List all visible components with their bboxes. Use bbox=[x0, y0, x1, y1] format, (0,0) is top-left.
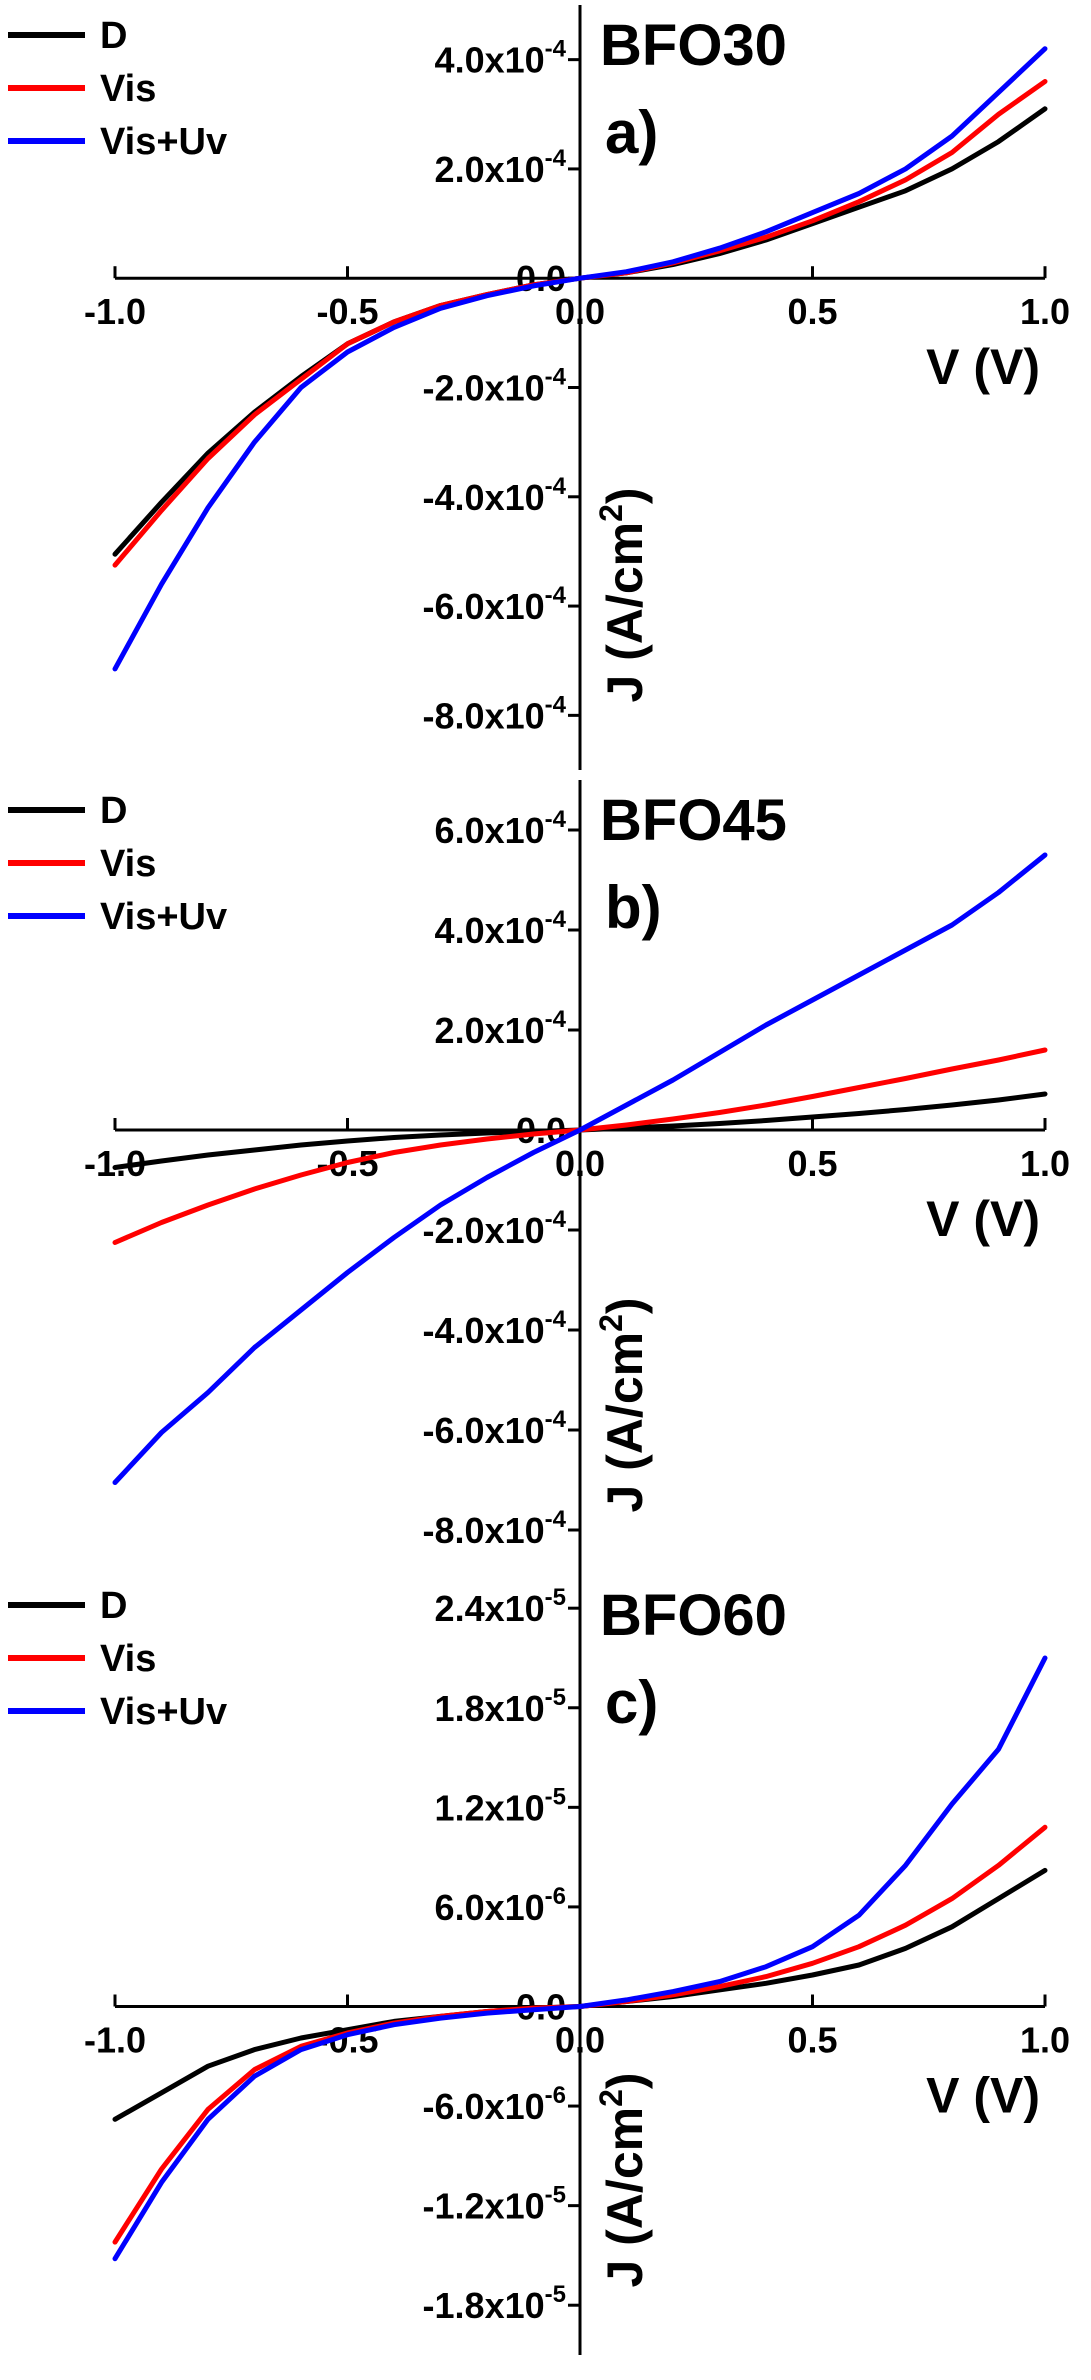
y-axis-label: J (A/cm2) bbox=[593, 487, 653, 702]
panel-label: a) bbox=[605, 99, 658, 166]
y-tick-label: 1.8x10-5 bbox=[435, 1684, 566, 1729]
y-tick-label: -4.0x10-4 bbox=[423, 473, 567, 518]
y-axis-label: J (A/cm2) bbox=[593, 2072, 653, 2287]
y-axis-label: J (A/cm2) bbox=[593, 1297, 653, 1512]
y-tick-label: 0.0 bbox=[516, 258, 566, 299]
y-tick-label: 2.4x10-5 bbox=[435, 1584, 566, 1629]
y-tick-label: 1.2x10-5 bbox=[435, 1783, 566, 1828]
panel-label: c) bbox=[605, 1669, 658, 1736]
panel-title: BFO45 bbox=[600, 788, 787, 853]
panel-title: BFO30 bbox=[600, 13, 787, 78]
series-line-vis-uv bbox=[112, 46, 1048, 672]
y-tick-label: 2.0x10-4 bbox=[435, 145, 567, 190]
panel-bfo60: -1.0 -0.5 0.0 0.5 1.02.4x10-51.8x10-51.2x10-… bbox=[8, 1575, 1070, 2355]
legend-label: Vis+Uv bbox=[100, 896, 227, 938]
panel-label: b) bbox=[605, 874, 662, 941]
legend-label: Vis+Uv bbox=[100, 121, 227, 163]
y-tick-label: -8.0x10-4 bbox=[423, 1506, 567, 1551]
series-line-vis-uv bbox=[112, 1655, 1048, 2262]
y-tick-label: -4.0x10-4 bbox=[423, 1306, 567, 1351]
x-tick-label: -0.5 bbox=[316, 291, 378, 332]
x-tick-label: -1.0 bbox=[84, 2019, 146, 2060]
x-tick-label: 0.5 bbox=[787, 1143, 837, 1184]
x-tick-label: 1.0 bbox=[1020, 1143, 1070, 1184]
y-tick-label: -6.0x10-4 bbox=[423, 1406, 567, 1451]
panel-bfo45: -1.0 -0.5 0.0 0.5 1.06.0x10-44.0x10-42.0x10-… bbox=[8, 780, 1070, 1580]
x-tick-label: 1.0 bbox=[1020, 2019, 1070, 2060]
panel-bfo30: -1.0 -0.5 0.0 0.5 1.0 4.0x10-4 2.0x10-4 0.0 -2.0… bbox=[8, 5, 1070, 770]
y-tick-label: -1.8x10-5 bbox=[423, 2281, 566, 2326]
y-tick-label: 6.0x10-6 bbox=[435, 1883, 566, 1928]
x-tick-label: 0.0 bbox=[555, 291, 605, 332]
x-tick-label: -1.0 bbox=[84, 291, 146, 332]
legend-label: D bbox=[100, 790, 127, 832]
x-tick-label: 0.0 bbox=[555, 2019, 605, 2060]
x-tick-label: 0.5 bbox=[787, 291, 837, 332]
legend-label: Vis+Uv bbox=[100, 1691, 227, 1733]
series-line-vis-uv bbox=[112, 852, 1048, 1485]
y-tick-label: 6.0x10-4 bbox=[435, 806, 567, 851]
y-tick-label: 4.0x10-4 bbox=[435, 36, 567, 81]
y-tick-label: -8.0x10-4 bbox=[423, 691, 567, 736]
legend-label: Vis bbox=[100, 68, 156, 110]
x-tick-label: 0.5 bbox=[787, 2019, 837, 2060]
x-axis-label: V (V) bbox=[926, 2067, 1040, 2123]
x-axis-label: V (V) bbox=[926, 1191, 1040, 1247]
panel-title: BFO60 bbox=[600, 1583, 787, 1648]
y-tick-label: 4.0x10-4 bbox=[435, 906, 567, 951]
y-tick-label: -6.0x10-4 bbox=[423, 582, 567, 627]
y-tick-label: -2.0x10-4 bbox=[423, 1206, 567, 1251]
legend-label: Vis bbox=[100, 1638, 156, 1680]
x-tick-label: 0.0 bbox=[555, 1143, 605, 1184]
legend-label: D bbox=[100, 1585, 127, 1627]
y-tick-label: -1.2x10-5 bbox=[423, 2182, 566, 2227]
x-tick-label: 1.0 bbox=[1020, 291, 1070, 332]
legend-label: Vis bbox=[100, 843, 156, 885]
legend-label: D bbox=[100, 15, 127, 57]
y-tick-label: -6.0x10-6 bbox=[423, 2082, 566, 2127]
x-axis-label: V (V) bbox=[926, 339, 1040, 395]
y-tick-label: 2.0x10-4 bbox=[435, 1006, 567, 1051]
y-tick-label: -2.0x10-4 bbox=[423, 364, 567, 409]
